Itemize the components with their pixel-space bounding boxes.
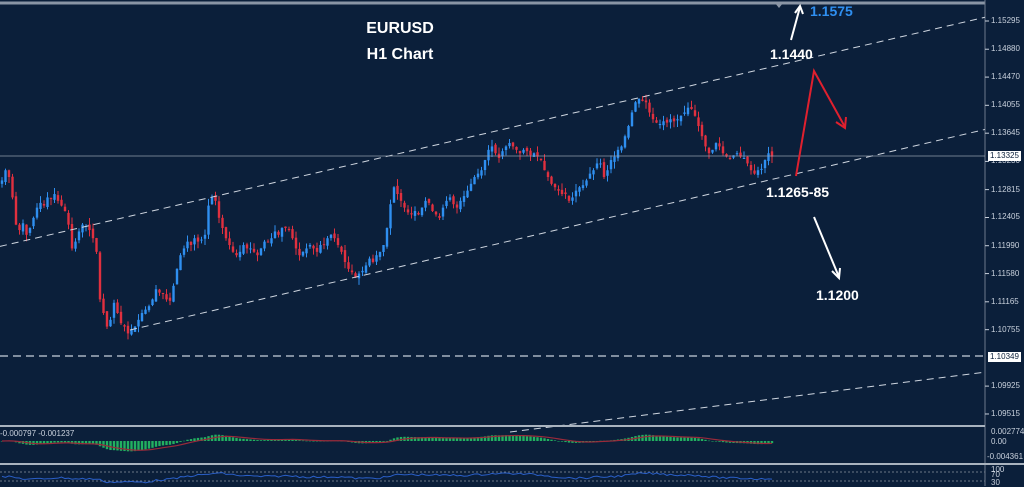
shift-marker-icon (775, 3, 783, 8)
osc-tick-70: 70 (991, 470, 1000, 479)
chart-subtitle: H1 Chart (366, 46, 434, 63)
price-tick-label: 1.14055 (991, 100, 1020, 110)
trend-channel-lines (0, 16, 986, 433)
macd-histogram (0, 434, 774, 452)
candlestick-series (0, 94, 774, 340)
macd-values-label: -0.000797 -0.001237 (0, 429, 75, 438)
price-tick-label: 1.13645 (991, 128, 1020, 138)
macd-tick-bottom: -0.004361 (987, 452, 1024, 461)
upper-channel[interactable] (0, 16, 986, 247)
price-tick-label: 1.12405 (991, 212, 1020, 222)
breakout-arrow-icon (790, 3, 804, 41)
price-axis-ticks (985, 20, 989, 415)
oscillator-line (1, 471, 773, 484)
annotation-support: 1.1265-85 (766, 184, 830, 200)
annotation-downside-target: 1.1200 (816, 287, 859, 303)
price-tick-label: 1.10755 (991, 324, 1020, 334)
lower-channel[interactable] (129, 128, 986, 331)
price-tick-label: 1.15295 (991, 16, 1020, 25)
price-tick-label: 1.09925 (991, 381, 1020, 391)
horizontal-level-badge: 1.10349 (988, 352, 1021, 362)
price-tick-label: 1.12815 (991, 184, 1020, 194)
breakdown-arrow-icon (813, 216, 841, 281)
price-tick-label: 1.14470 (991, 72, 1020, 82)
price-tick-label: 1.11580 (991, 268, 1020, 278)
chart-title: EURUSD (366, 20, 434, 37)
bullish-scenario-arrow (795, 68, 847, 177)
osc-tick-30: 30 (991, 478, 1000, 487)
price-tick-label: 1.11990 (991, 240, 1020, 250)
price-tick-label: 1.09515 (991, 408, 1020, 418)
osc-tick-100: 100 (991, 465, 1005, 474)
current-price-badge: 1.13325 (988, 151, 1021, 161)
annotation-resistance: 1.1440 (770, 46, 813, 62)
macd-tick-zero: 0.00 (991, 437, 1007, 446)
lower-parallel[interactable] (509, 371, 986, 433)
price-tick-label: 1.14880 (991, 44, 1020, 54)
macd-tick-top: 0.002774 (991, 427, 1024, 436)
price-tick-label: 1.11165 (991, 296, 1019, 306)
annotation-upside-target: 1.1575 (810, 3, 853, 19)
